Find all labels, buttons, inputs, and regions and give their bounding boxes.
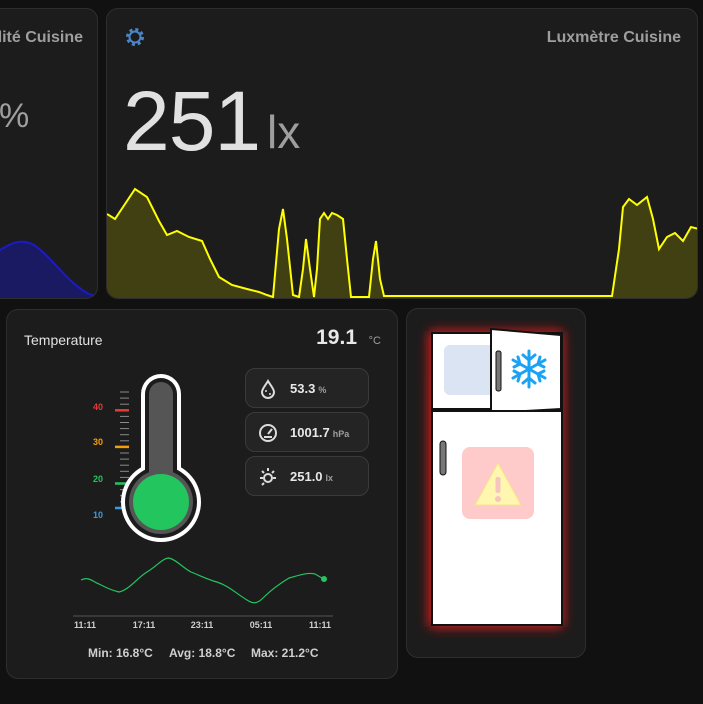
temperature-unit: °C [368, 335, 381, 347]
lux-unit: lx [267, 106, 301, 158]
time-label: 05:11 [249, 620, 273, 630]
lux-card[interactable]: Luxmètre Cuisine 251 lx [106, 8, 698, 299]
thermometer-gauge [115, 374, 201, 542]
scale-label-20: 20 [93, 474, 104, 484]
humidity-value-suffix: % [0, 97, 30, 135]
max-temperature: Max: 21.2°C [251, 646, 319, 660]
fridge-card[interactable] [406, 308, 586, 658]
avg-temperature: Avg: 18.8°C [169, 646, 236, 660]
time-label: 17:11 [132, 620, 156, 630]
pressure-reading-unit: hPa [332, 429, 350, 439]
humidity-reading-value: 53.3 [290, 381, 316, 396]
temperature-history-graph [73, 557, 333, 617]
min-temperature: Min: 16.8°C [88, 646, 153, 660]
brightness-reading[interactable]: 251.0 lx [245, 456, 369, 496]
humidity-icon [260, 379, 276, 399]
scale-label-40: 40 [93, 402, 104, 412]
pressure-gauge-icon [259, 424, 277, 442]
pressure-reading[interactable]: 1001.7 hPa [245, 412, 369, 452]
time-label: 23:11 [190, 620, 214, 630]
time-label: 11:11 [308, 620, 332, 630]
temperature-value: 19.1 [316, 326, 357, 349]
temperature-title: Temperature [24, 332, 103, 348]
humidity-history-graph [0, 240, 97, 298]
snowflake-icon [511, 349, 547, 389]
scale-label-10: 10 [93, 510, 104, 520]
scale-label-30: 30 [93, 437, 104, 447]
brightness-icon [260, 468, 276, 486]
gear-icon[interactable] [123, 25, 147, 49]
humidity-reading[interactable]: 53.3% [245, 368, 369, 408]
humidity-card[interactable]: Humidité Cuisine % [0, 8, 98, 299]
lux-card-title: Luxmètre Cuisine [546, 29, 681, 46]
lux-history-graph [107, 187, 697, 298]
brightness-reading-unit: lx [325, 473, 334, 483]
humidity-reading-unit: % [318, 385, 327, 395]
lux-value: 251 [123, 74, 261, 168]
warning-icon [474, 461, 522, 506]
pressure-reading-value: 1001.7 [290, 425, 330, 440]
temperature-card[interactable]: Temperature 19.1 °C 40 30 20 10 53.3% 10… [6, 309, 398, 679]
time-label: 11:11 [73, 620, 97, 630]
humidity-card-title: Humidité Cuisine [0, 29, 83, 46]
brightness-reading-value: 251.0 [290, 469, 323, 484]
